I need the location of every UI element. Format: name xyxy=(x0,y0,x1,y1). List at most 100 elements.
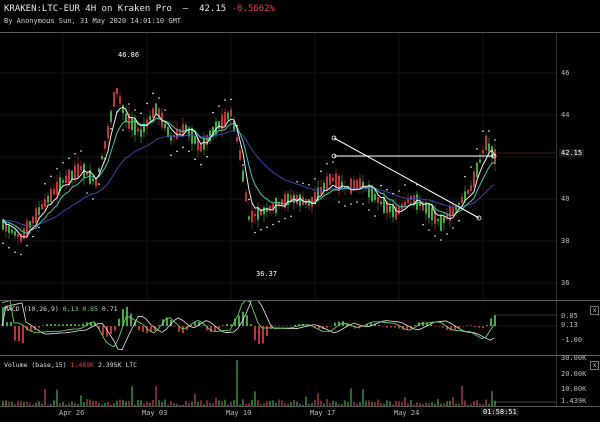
sar-dot xyxy=(62,161,64,164)
volume-bar xyxy=(242,399,244,406)
sar-dot xyxy=(14,251,16,254)
volume-bar xyxy=(80,395,82,406)
sar-dot xyxy=(200,163,202,166)
candle-body xyxy=(56,181,58,195)
macd-histogram-bar xyxy=(306,324,308,326)
volume-bar xyxy=(458,404,460,406)
macd-histogram-bar xyxy=(338,321,340,326)
candle-body xyxy=(284,194,286,208)
candle-body xyxy=(425,202,427,214)
line-handle xyxy=(331,135,337,141)
sar-dot xyxy=(20,253,22,256)
macd-value: 0.13 xyxy=(62,305,79,313)
line-handle xyxy=(476,215,482,221)
macd-histogram-bar xyxy=(30,326,32,331)
candle-body xyxy=(89,170,91,184)
volume-bar xyxy=(149,402,151,406)
volume-bar xyxy=(110,404,112,406)
candle-body xyxy=(146,119,148,127)
volume-chart[interactable] xyxy=(0,356,556,406)
volume-bar xyxy=(38,401,40,406)
volume-close-icon[interactable]: x xyxy=(590,361,599,370)
volume-bar xyxy=(74,402,76,406)
volume-bar xyxy=(329,403,331,406)
macd-close-icon[interactable]: x xyxy=(590,306,599,315)
sar-dot xyxy=(176,150,178,153)
sar-dot xyxy=(458,219,460,222)
volume-bar xyxy=(5,400,7,406)
macd-histogram-bar xyxy=(226,324,228,326)
candle-body xyxy=(65,175,67,184)
macd-histogram-bar xyxy=(230,324,232,326)
macd-histogram-bar xyxy=(122,309,124,326)
candle-body xyxy=(314,192,316,204)
macd-axis[interactable]: 0.85 0.13 -1.00 x xyxy=(556,301,600,355)
volume-bar xyxy=(125,401,127,406)
volume-bar xyxy=(164,399,166,406)
volume-bar xyxy=(2,400,4,406)
macd-histogram-bar xyxy=(46,324,48,326)
price-pane[interactable]: 46.86 36.37 xyxy=(0,33,556,300)
volume-bar xyxy=(326,399,328,406)
macd-histogram-bar xyxy=(258,326,260,344)
macd-tick: 0.85 xyxy=(561,312,578,320)
volume-pane[interactable]: Volume (base,15) 1.489K 2.395K LTC xyxy=(0,356,556,406)
macd-histogram-bar xyxy=(134,322,136,326)
volume-bar xyxy=(281,400,283,406)
volume-bar xyxy=(467,404,469,406)
volume-bar xyxy=(260,404,262,406)
candle-body xyxy=(53,189,55,195)
sar-dot xyxy=(290,215,292,218)
volume-bar xyxy=(332,400,334,406)
sar-dot xyxy=(164,109,166,111)
candle-body xyxy=(266,207,268,212)
volume-bar xyxy=(200,400,202,406)
last-price: 42.15 xyxy=(199,4,227,14)
volume-bar xyxy=(221,401,223,406)
sar-dot xyxy=(86,192,88,194)
volume-bar xyxy=(461,386,463,406)
macd-histogram-bar xyxy=(286,325,288,327)
candle-body xyxy=(23,228,25,239)
line-handle xyxy=(331,153,337,159)
macd-pane[interactable]: MACD (10,26,9) 0.13 0.85 0.71 xyxy=(0,293,556,355)
macd-histogram-bar xyxy=(382,326,384,327)
macd-chart[interactable] xyxy=(0,293,556,355)
candle-body xyxy=(461,196,463,204)
macd-histogram-bar xyxy=(266,326,268,337)
macd-histogram-bar xyxy=(282,325,284,327)
candle-body xyxy=(242,170,244,182)
candle-body xyxy=(149,115,151,121)
macd-histogram-bar xyxy=(458,326,460,329)
pane-divider xyxy=(0,355,600,356)
volume-bar xyxy=(371,401,373,406)
macd-name: MACD (10,26,9) xyxy=(4,305,59,313)
macd-histogram-bar xyxy=(6,322,8,326)
volume-bar xyxy=(65,404,67,406)
candle-body xyxy=(287,193,289,206)
volume-bar xyxy=(266,401,268,406)
sar-dot xyxy=(392,192,394,195)
volume-bar xyxy=(323,403,325,406)
macd-line xyxy=(1,299,495,348)
macd-histogram-bar xyxy=(42,325,44,326)
macd-histogram-bar xyxy=(246,315,248,326)
volume-bar xyxy=(482,404,484,406)
price-chart[interactable] xyxy=(0,33,556,300)
volume-bar xyxy=(290,402,292,406)
candle-body xyxy=(317,187,319,201)
volume-tick: 30.00K xyxy=(561,354,587,362)
candle-body xyxy=(131,118,133,130)
macd-histogram-bar xyxy=(214,326,216,332)
volume-axis[interactable]: 30.00K 20.00K 10.00K 1.439K x xyxy=(556,354,600,406)
macd-histogram-bar xyxy=(418,322,420,326)
volume-bar xyxy=(56,389,58,406)
sar-dot xyxy=(434,235,436,237)
candle-body xyxy=(32,216,34,224)
volume-bar xyxy=(416,402,418,406)
candle-body xyxy=(281,199,283,206)
volume-bar xyxy=(341,404,343,406)
price-axis[interactable]: 46 44 42.15 40 38 36 xyxy=(556,33,600,300)
volume-bar xyxy=(146,401,148,406)
candle-body xyxy=(68,169,70,185)
